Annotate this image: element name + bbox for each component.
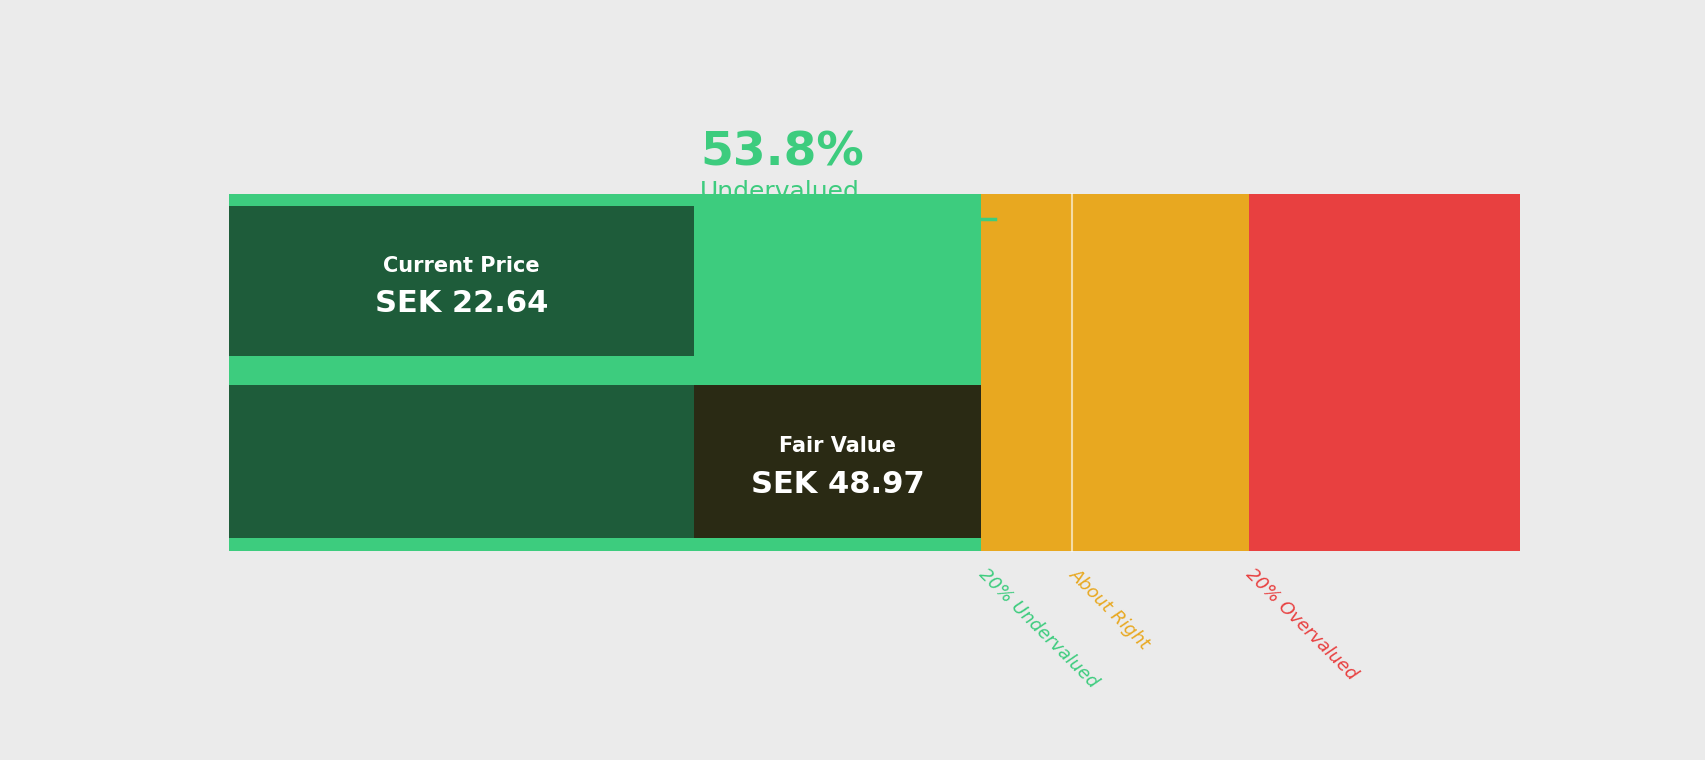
Text: Fair Value: Fair Value [779,436,895,456]
Text: SEK 22.64: SEK 22.64 [375,289,547,318]
Bar [1248,194,1519,550]
Text: 53.8%: 53.8% [699,130,863,175]
Text: About Right: About Right [1066,565,1153,653]
Bar [228,206,694,356]
Text: Current Price: Current Price [384,256,539,276]
Text: SEK 48.97: SEK 48.97 [750,470,924,499]
Bar [228,194,980,202]
Text: 20% Undervalued: 20% Undervalued [975,565,1101,692]
Bar [228,542,980,550]
Text: 20% Overvalued: 20% Overvalued [1241,565,1361,684]
Bar [980,194,1071,550]
Text: Undervalued: Undervalued [699,180,859,204]
Bar [1071,194,1248,550]
Bar [228,194,980,550]
Bar [228,385,980,538]
Bar [694,385,980,538]
